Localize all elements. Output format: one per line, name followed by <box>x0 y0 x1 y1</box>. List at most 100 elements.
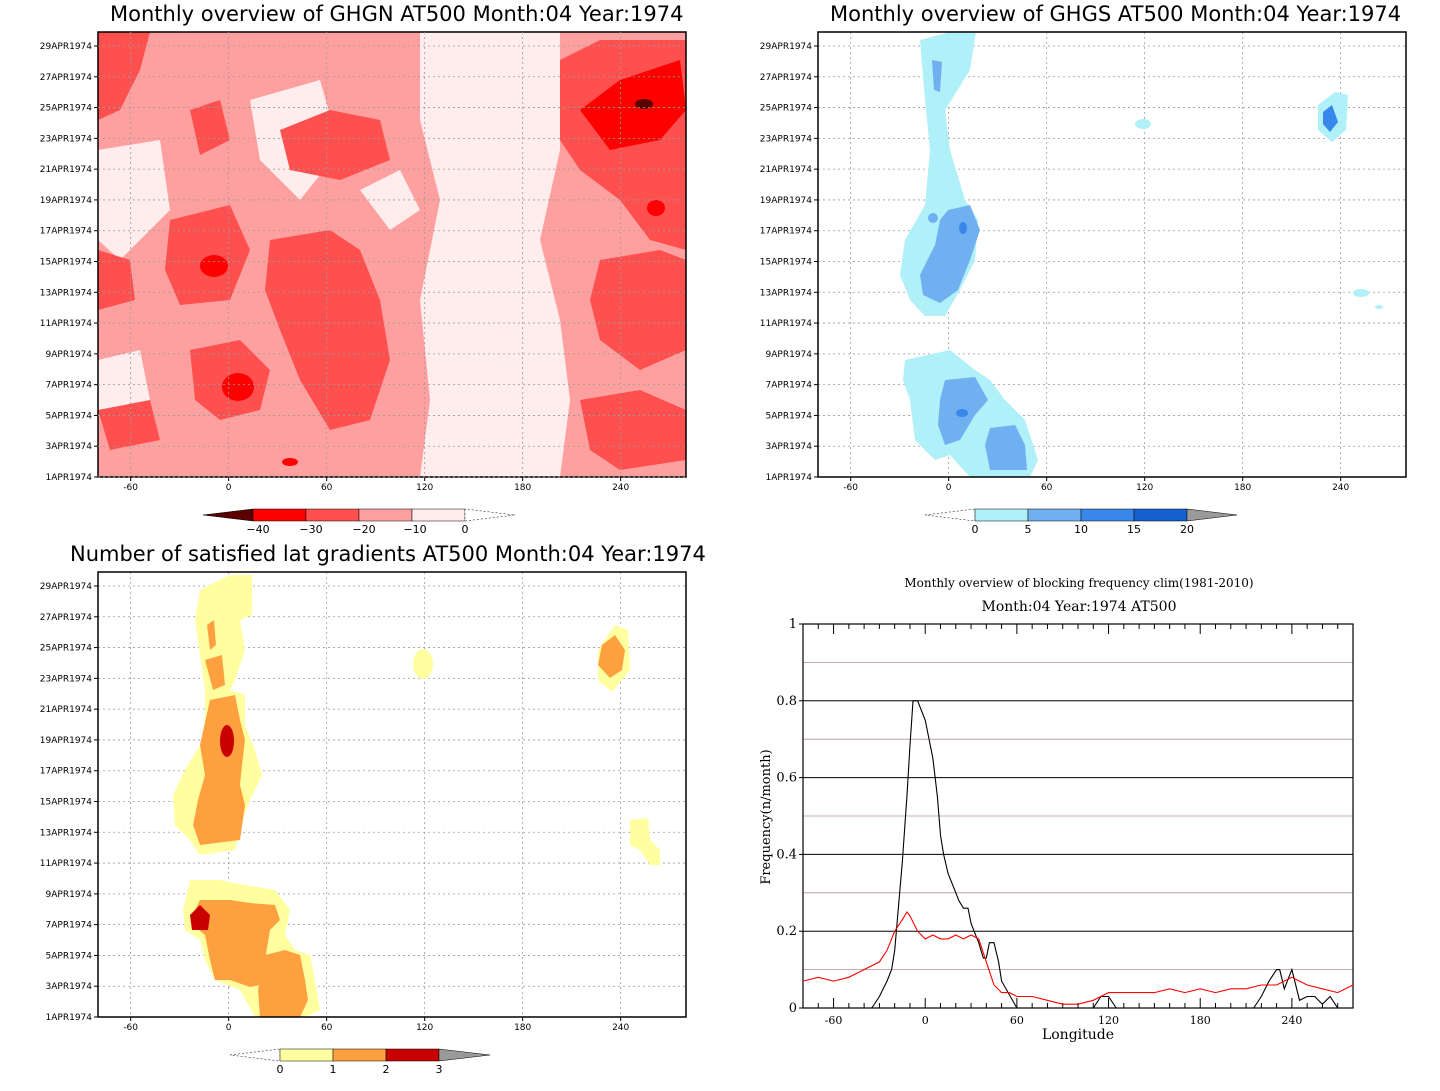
colorbar-swatch <box>438 1048 491 1062</box>
y-tick-label: 19APR1974 <box>40 196 92 206</box>
ghgn-region <box>420 32 570 477</box>
y-tick-label: 1APR1974 <box>46 1013 93 1023</box>
ghgs-region <box>959 222 967 234</box>
y-tick-label: 15APR1974 <box>40 798 92 808</box>
colorbar-label: −30 <box>299 523 322 536</box>
x-tick-label: 240 <box>612 1023 629 1033</box>
ghgs-frame <box>817 31 1407 478</box>
gradients-axes: -60 0 60 120 180 240 1APR1974 3APR1974 5APR1974 7… <box>40 582 630 1033</box>
x-tick-label: 240 <box>612 483 629 493</box>
x-tick-label: 120 <box>416 483 433 493</box>
colorbar-label: 15 <box>1127 523 1141 536</box>
ghgn-region <box>580 390 686 470</box>
ghgs-region <box>928 213 938 223</box>
x-tick-label: -60 <box>123 1023 138 1033</box>
y-tick-label: 23APR1974 <box>40 134 92 144</box>
ghgn-region <box>590 250 686 370</box>
ghgs-axes: -60 0 60 120 180 240 1APR1974 3APR1974 5APR1974 7… <box>760 42 1350 493</box>
y-tick-label: 0 <box>789 1001 797 1016</box>
x-tick-label: 0 <box>226 1023 232 1033</box>
x-tick-label: 60 <box>1010 1014 1024 1027</box>
y-tick-label: 19APR1974 <box>760 196 812 206</box>
ghgs-panel: Monthly overview of GHGS AT500 Month:04 … <box>720 0 1440 545</box>
frequency-subtitle: Month:04 Year:1974 AT500 <box>982 599 1177 615</box>
gradients-region <box>190 905 210 930</box>
x-tick-label: 60 <box>1041 483 1053 493</box>
ghgn-region <box>98 400 160 450</box>
y-tick-label: 0.8 <box>776 694 797 709</box>
ghgs-region <box>1135 119 1151 129</box>
ghgn-region <box>98 250 135 310</box>
x-tick-label: 120 <box>1136 483 1153 493</box>
gradients-colorbar: 0 1 2 3 <box>229 1048 491 1076</box>
x-tick-label: -60 <box>843 483 858 493</box>
gradients-region <box>193 900 280 987</box>
y-tick-label: 13APR1974 <box>40 828 92 838</box>
ghgn-region <box>282 458 298 466</box>
ghgn-region <box>635 99 653 109</box>
y-tick-label: 15APR1974 <box>760 258 812 268</box>
y-tick-label: 5APR1974 <box>766 411 813 421</box>
colorbar-swatch <box>229 1048 281 1062</box>
ghgn-region <box>647 200 665 216</box>
y-tick-label: 9APR1974 <box>766 350 813 360</box>
ghgn-axes: -60 0 60 120 180 240 1APR1974 3APR1974 5APR1974 7… <box>40 32 686 493</box>
y-tick-label: 0.2 <box>776 924 797 939</box>
y-tick-label: 9APR1974 <box>46 350 93 360</box>
frequency-plot: -60 0 60 120 180 240 0 0.2 0.4 0.6 0.8 1 <box>776 617 1354 1027</box>
ghgn-region <box>200 255 228 277</box>
gradients-panel: Number of satisfied lat gradients AT500 … <box>0 540 720 1091</box>
ghgn-region <box>265 230 390 430</box>
y-tick-label: 1APR1974 <box>46 473 93 483</box>
ghgs-colorbar: 0 5 10 15 20 <box>924 508 1238 536</box>
x-tick-label: 60 <box>321 1023 333 1033</box>
y-tick-label: 21APR1974 <box>760 165 812 175</box>
ghgs-region <box>1323 105 1338 132</box>
ghgn-region <box>222 373 254 401</box>
colorbar-label: 20 <box>1180 523 1194 536</box>
ghgn-region <box>98 32 150 120</box>
gradients-region <box>258 950 308 1017</box>
frequency-panel: Monthly overview of blocking frequency c… <box>720 545 1440 1091</box>
colorbar-swatch <box>332 1048 387 1062</box>
colorbar-swatch <box>252 508 307 522</box>
gradients-region <box>598 635 625 678</box>
gradients-region <box>220 725 234 757</box>
y-tick-label: 5APR1974 <box>46 951 93 961</box>
colorbar-label: 0 <box>462 523 469 536</box>
colorbar-swatch <box>464 508 516 522</box>
y-tick-label: 29APR1974 <box>40 582 92 592</box>
ghgs-region <box>985 425 1027 470</box>
colorbar-swatch <box>1027 508 1082 522</box>
ghgs-region <box>1375 305 1383 309</box>
colorbar-swatch <box>385 1048 440 1062</box>
y-tick-label: 21APR1974 <box>40 165 92 175</box>
frequency-xlabel: Longitude <box>1042 1027 1114 1043</box>
colorbar-swatch <box>411 508 466 522</box>
ghgs-region <box>956 409 968 417</box>
y-tick-label: 17APR1974 <box>40 227 92 237</box>
y-tick-label: 17APR1974 <box>40 767 92 777</box>
colorbar-swatch <box>1133 508 1188 522</box>
frequency-title: Monthly overview of blocking frequency c… <box>904 576 1253 590</box>
ghgn-region <box>580 60 686 150</box>
x-tick-label: 120 <box>1098 1014 1119 1027</box>
y-tick-label: 1APR1974 <box>766 473 813 483</box>
y-tick-label: 27APR1974 <box>40 613 92 623</box>
ghgn-colorbar: −40 −30 −20 −10 0 <box>202 508 516 536</box>
colorbar-swatch <box>202 508 254 522</box>
gradients-region <box>207 620 216 650</box>
y-tick-label: 27APR1974 <box>760 73 812 83</box>
colorbar-swatch <box>358 508 413 522</box>
colorbar-swatch <box>305 508 360 522</box>
ghgs-region <box>1353 289 1369 297</box>
colorbar-swatch <box>1080 508 1135 522</box>
colorbar-label: −20 <box>352 523 375 536</box>
series-line-red <box>802 911 1354 1005</box>
y-tick-label: 0.6 <box>776 771 797 786</box>
y-tick-label: 7APR1974 <box>46 921 93 931</box>
gradients-chart: -60 0 60 120 180 2401APR19743APR19745APR19747… <box>40 571 687 1076</box>
x-tick-label: 120 <box>416 1023 433 1033</box>
y-tick-label: 25APR1974 <box>760 104 812 114</box>
ghgn-frame <box>97 31 687 478</box>
